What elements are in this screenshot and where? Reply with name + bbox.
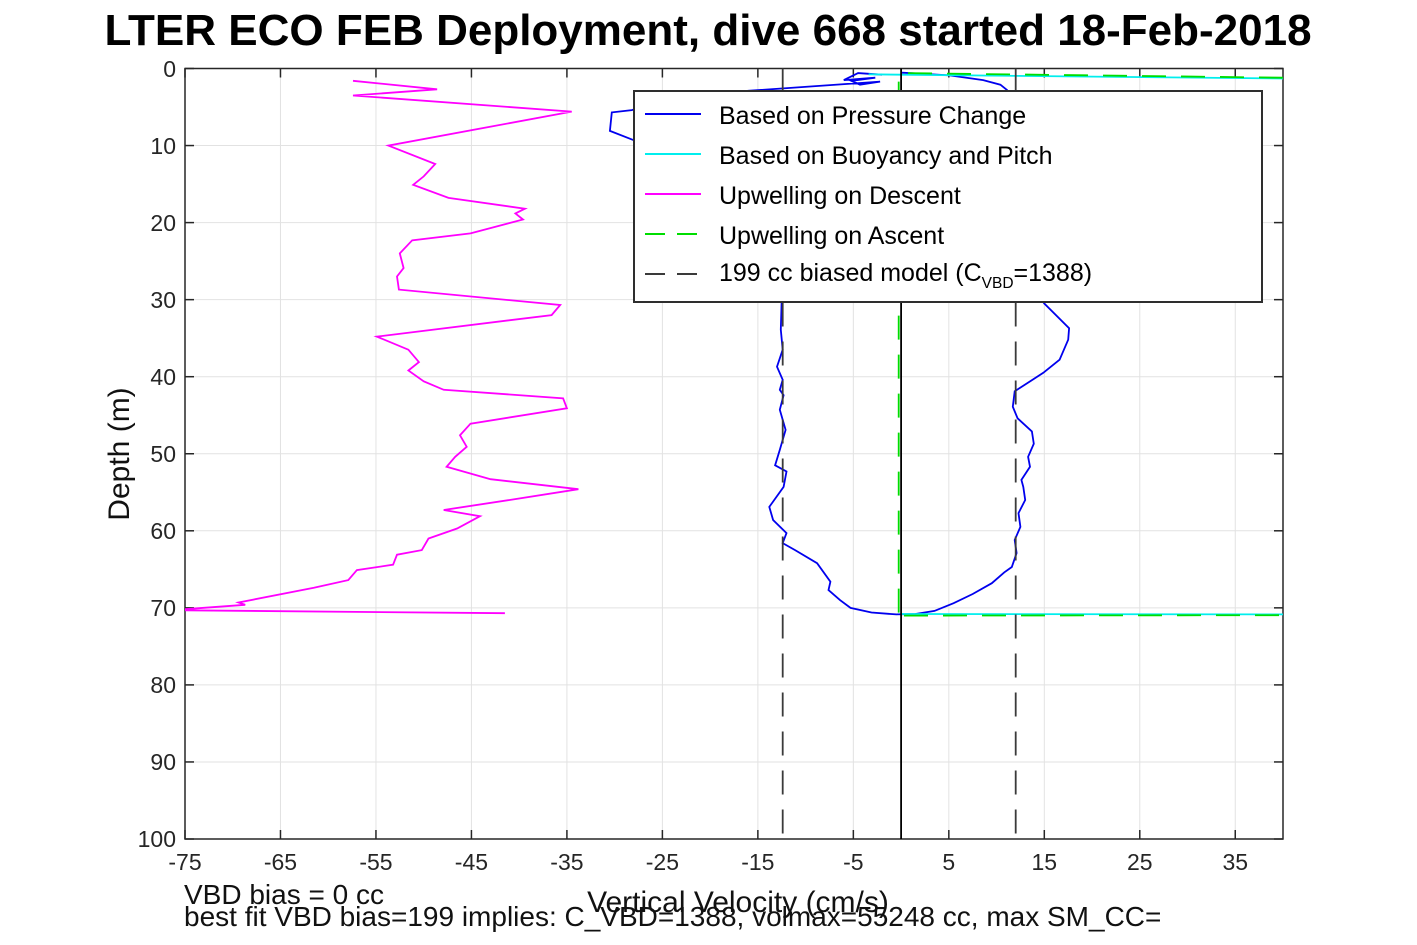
y-tick-label: 80 — [150, 671, 176, 698]
y-tick-label: 10 — [150, 132, 176, 159]
legend: Based on Pressure Change Based on Buoyanc… — [633, 90, 1263, 303]
legend-line-sample — [641, 219, 705, 254]
x-tick-label: -15 — [741, 849, 775, 875]
y-tick-label: 50 — [150, 440, 176, 467]
legend-entry: Based on Pressure Change — [635, 96, 1261, 136]
y-tick-label: 100 — [137, 826, 176, 852]
legend-entry-label: Based on Pressure Change — [719, 101, 1027, 130]
legend-entry-label: 199 cc biased model (CVBD=1388) — [719, 259, 1093, 292]
x-tick-label: 15 — [1031, 849, 1058, 875]
y-tick-label: 30 — [150, 286, 176, 313]
x-tick-label: 25 — [1126, 849, 1153, 875]
legend-entry: 199 cc biased model (CVBD=1388) — [635, 256, 1261, 296]
legend-line-sample — [641, 259, 705, 294]
y-tick-label: 40 — [150, 363, 176, 390]
legend-entry-label: Based on Buoyancy and Pitch — [719, 141, 1053, 170]
legend-line-sample — [641, 99, 705, 134]
y-tick-label: 20 — [150, 209, 176, 236]
y-tick-label: 90 — [150, 748, 176, 775]
x-tick-label: -55 — [359, 849, 393, 875]
legend-line-sample — [641, 179, 705, 214]
x-tick-label: -25 — [645, 849, 680, 875]
x-tick-label: -75 — [168, 849, 202, 875]
x-tick-label: -45 — [454, 849, 489, 875]
legend-entry: Based on Buoyancy and Pitch — [635, 136, 1261, 176]
series-upwelling-on-ascent — [897, 72, 1283, 617]
legend-entry: Upwelling on Ascent — [635, 216, 1261, 256]
y-tick-label: 70 — [150, 594, 176, 621]
vbd-bias-annotation: VBD bias = 0 cc — [184, 879, 384, 910]
legend-line-sample — [641, 139, 705, 174]
best-fit-annotation: best fit VBD bias=199 implies: C_VBD=138… — [184, 901, 1162, 932]
chart-title: LTER ECO FEB Deployment, dive 668 starte… — [104, 6, 1312, 55]
x-tick-label: -65 — [263, 849, 298, 875]
y-tick-label: 60 — [150, 517, 176, 544]
x-tick-label: 5 — [942, 849, 956, 875]
axes-box — [184, 67, 1284, 840]
x-tick-label: -5 — [843, 849, 864, 875]
x-tick-label: -35 — [550, 849, 584, 875]
legend-entry-label: Upwelling on Descent — [719, 181, 961, 210]
y-tick-label: 0 — [163, 55, 176, 82]
x-axis-label: Vertical Velocity (cm/s) — [587, 886, 889, 919]
legend-entry-label: Upwelling on Ascent — [719, 221, 945, 250]
series-upwelling-on-descent — [185, 79, 579, 615]
x-tick-label: 35 — [1222, 849, 1249, 875]
y-axis-label: Depth (m) — [103, 387, 136, 521]
legend-entry: Upwelling on Descent — [635, 176, 1261, 216]
